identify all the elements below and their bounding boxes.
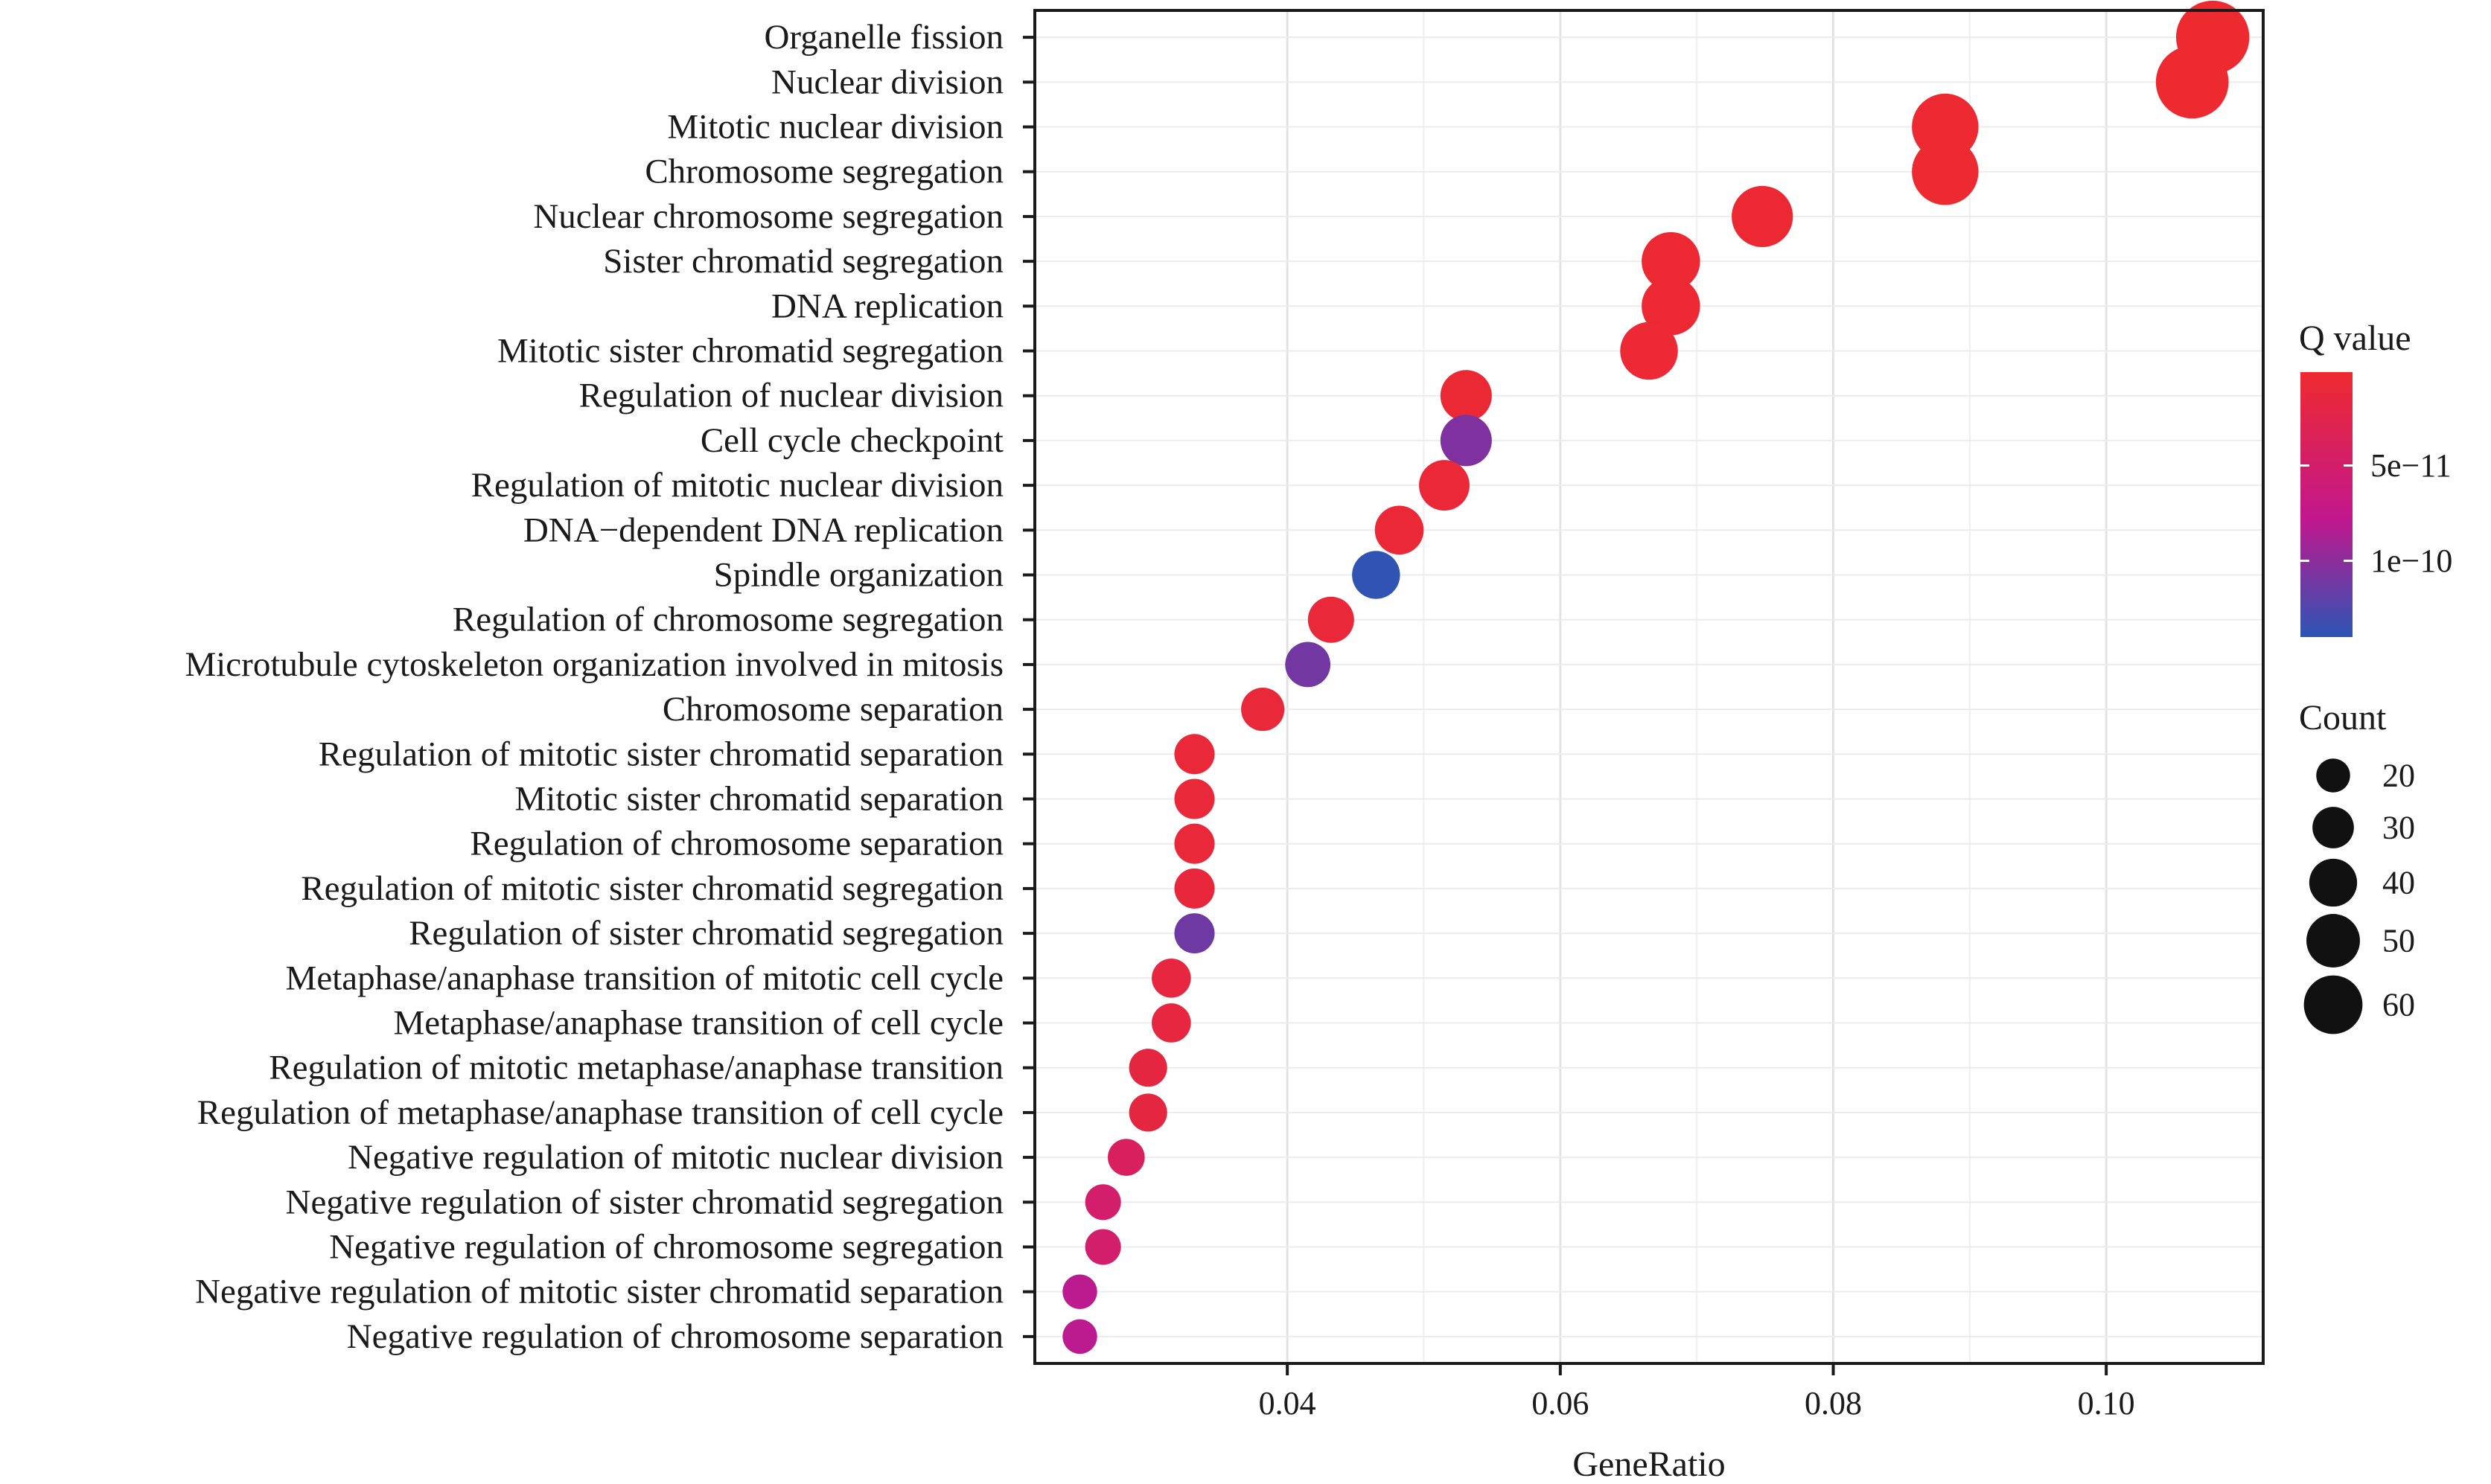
count-legend-title: Count bbox=[2299, 698, 2387, 738]
category-label: Regulation of mitotic sister chromatid s… bbox=[301, 869, 1004, 908]
data-point bbox=[1152, 958, 1191, 998]
category-label: Microtubule cytoskeleton organization in… bbox=[185, 645, 1004, 684]
category-label: Organelle fission bbox=[764, 18, 1004, 57]
category-label: Regulation of mitotic metaphase/anaphase… bbox=[269, 1049, 1004, 1087]
category-label: Chromosome separation bbox=[663, 690, 1004, 729]
count-legend-dot bbox=[2316, 758, 2350, 793]
category-label: Negative regulation of chromosome separa… bbox=[347, 1317, 1004, 1356]
category-label: DNA replication bbox=[771, 287, 1004, 325]
grid-lines bbox=[1035, 10, 2263, 1363]
data-point bbox=[2155, 45, 2229, 119]
category-label: Negative regulation of chromosome segreg… bbox=[329, 1227, 1004, 1266]
category-label: Negative regulation of sister chromatid … bbox=[286, 1183, 1004, 1221]
data-point bbox=[1642, 231, 1700, 291]
data-point bbox=[1129, 1093, 1167, 1132]
data-point bbox=[1174, 868, 1215, 909]
data-point bbox=[1241, 688, 1285, 732]
x-tick-label: 0.04 bbox=[1259, 1385, 1316, 1421]
category-label: Spindle organization bbox=[714, 556, 1004, 595]
q-value-legend-ticks: 5e−11 1e−10 bbox=[2300, 447, 2452, 579]
category-label: Metaphase/anaphase transition of cell cy… bbox=[393, 1003, 1004, 1042]
data-point bbox=[1174, 734, 1215, 775]
data-point bbox=[1642, 277, 1700, 336]
x-tick-label: 0.08 bbox=[1805, 1385, 1862, 1421]
colorbar-tick-label: 5e−11 bbox=[2370, 447, 2452, 484]
q-value-legend-title: Q value bbox=[2299, 319, 2411, 358]
data-point bbox=[1440, 415, 1492, 467]
category-label: Metaphase/anaphase transition of mitotic… bbox=[286, 959, 1004, 997]
data-point bbox=[1129, 1049, 1167, 1087]
count-legend-label: 50 bbox=[2382, 923, 2415, 959]
count-legend-dot bbox=[2312, 807, 2354, 848]
data-point bbox=[1374, 505, 1424, 555]
category-label: Regulation of chromosome segregation bbox=[453, 601, 1004, 639]
data-point bbox=[1174, 913, 1215, 954]
data-point bbox=[1085, 1229, 1121, 1265]
data-point bbox=[1108, 1139, 1145, 1176]
data-point bbox=[1174, 778, 1215, 819]
category-label: Cell cycle checkpoint bbox=[701, 421, 1004, 460]
x-tick-label: 0.06 bbox=[1531, 1385, 1589, 1421]
count-legend-dot bbox=[2303, 975, 2363, 1034]
data-points bbox=[1062, 0, 2250, 1355]
count-legend-dot bbox=[2309, 858, 2358, 907]
category-label: Regulation of nuclear division bbox=[579, 377, 1004, 415]
category-label: Chromosome segregation bbox=[645, 153, 1004, 191]
x-tick-label: 0.10 bbox=[2078, 1385, 2135, 1421]
category-label: Sister chromatid segregation bbox=[603, 242, 1004, 281]
data-point bbox=[1285, 642, 1331, 688]
category-label: DNA−dependent DNA replication bbox=[523, 511, 1004, 549]
data-point bbox=[1174, 823, 1215, 864]
legend: Q value 5e−11 1e−10 Count 20 30 40 50 60 bbox=[2299, 319, 2452, 1034]
axes: 0.04 0.06 0.08 0.10 bbox=[1023, 36, 2135, 1421]
category-label: Nuclear division bbox=[771, 63, 1004, 101]
category-label: Mitotic sister chromatid separation bbox=[514, 779, 1004, 818]
data-point bbox=[1620, 322, 1678, 380]
category-label: Regulation of metaphase/anaphase transit… bbox=[197, 1093, 1004, 1132]
data-point bbox=[1152, 1003, 1191, 1043]
category-label: Mitotic sister chromatid segregation bbox=[497, 332, 1004, 371]
category-label: Nuclear chromosome segregation bbox=[533, 197, 1004, 236]
category-label: Regulation of sister chromatid segregati… bbox=[409, 914, 1004, 953]
data-point bbox=[1352, 551, 1400, 599]
category-label: Regulation of mitotic sister chromatid s… bbox=[319, 735, 1004, 773]
data-point bbox=[1062, 1274, 1097, 1309]
data-point bbox=[1419, 460, 1470, 511]
count-legend-label: 60 bbox=[2382, 987, 2415, 1023]
category-label: Regulation of chromosome separation bbox=[470, 825, 1004, 863]
category-label: Negative regulation of mitotic nuclear d… bbox=[348, 1138, 1004, 1177]
data-point bbox=[1440, 370, 1492, 422]
count-legend-label: 20 bbox=[2382, 758, 2415, 794]
data-point bbox=[1307, 596, 1354, 643]
x-axis-title: GeneRatio bbox=[1572, 1445, 1725, 1484]
count-legend-label: 40 bbox=[2382, 865, 2415, 901]
category-label: Regulation of mitotic nuclear division bbox=[471, 466, 1004, 505]
count-legend-label: 30 bbox=[2382, 810, 2415, 846]
data-point bbox=[1912, 138, 1979, 205]
category-labels: Organelle fission Nuclear division Mitotic… bbox=[185, 18, 1004, 1356]
category-label: Mitotic nuclear division bbox=[667, 108, 1004, 147]
plot-frame bbox=[1033, 9, 2265, 1365]
data-point bbox=[1085, 1184, 1121, 1221]
data-point bbox=[1732, 185, 1793, 248]
colorbar-tick-label: 1e−10 bbox=[2370, 543, 2452, 579]
count-legend-dot bbox=[2306, 914, 2360, 968]
count-legend-entries: 20 30 40 50 60 bbox=[2303, 758, 2415, 1034]
category-label: Negative regulation of mitotic sister ch… bbox=[195, 1273, 1004, 1311]
q-value-colorbar bbox=[2300, 372, 2353, 637]
data-point bbox=[1062, 1319, 1097, 1355]
